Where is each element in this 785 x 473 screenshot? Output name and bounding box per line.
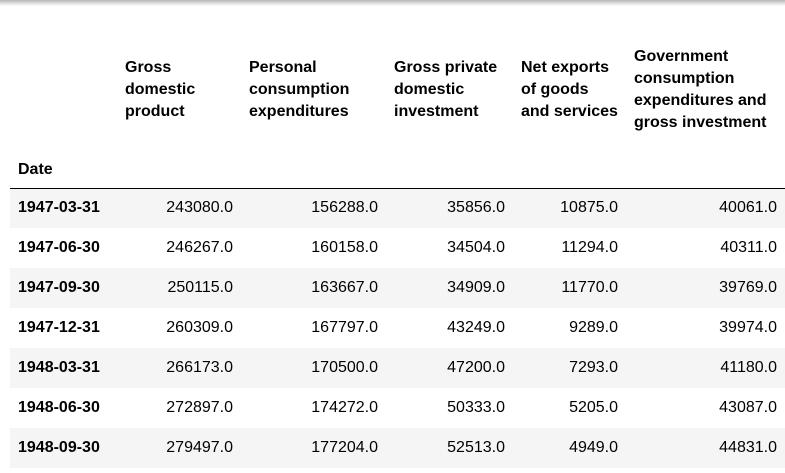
table-cell: 156288.0 [311, 199, 378, 217]
index-header-blank [513, 152, 626, 189]
corner-header-cell [10, 28, 117, 152]
table-cell: 44831.0 [719, 439, 777, 456]
row-index-date: 1947-12-31 [18, 319, 100, 336]
row-index-date: 1948-03-31 [18, 359, 100, 376]
table-cell: 250115.0 [167, 279, 233, 296]
column-header: Personal consumption expenditures [249, 59, 350, 120]
table-cell: 266173.0 [166, 359, 233, 376]
table-cell: 160158.0 [311, 239, 378, 256]
column-header: Government consumption expenditures and … [634, 48, 767, 131]
row-index-date: 1947-03-31 [18, 199, 100, 217]
table-cell: 11294.0 [561, 239, 618, 256]
column-header: Gross private domestic investment [394, 59, 498, 120]
table-cell: 10875.0 [560, 199, 618, 217]
table-cell: 34504.0 [447, 239, 505, 256]
table-row: 1947-06-30 246267.0 160158.0 34504.0 112… [10, 228, 785, 268]
table-cell: 9289.0 [569, 319, 618, 336]
index-header-blank [117, 152, 241, 189]
output-scroll-shadow [0, 0, 785, 6]
index-header-blank [386, 152, 513, 189]
table-cell: 174272.0 [311, 399, 378, 416]
table-cell: 260309.0 [166, 319, 233, 336]
row-index-date: 1948-06-30 [18, 399, 100, 416]
table-row: 1947-03-31 243080.0 156288.0 35856.0 108… [10, 188, 785, 228]
index-header-blank [626, 152, 785, 189]
dataframe-table: Gross domestic product Personal consumpt… [10, 28, 785, 468]
table-cell: 43087.0 [719, 399, 777, 416]
table-cell: 177204.0 [311, 439, 378, 456]
table-cell: 7293.0 [569, 359, 618, 376]
table-cell: 34909.0 [447, 279, 505, 296]
table-row: 1948-09-30 279497.0 177204.0 52513.0 494… [10, 428, 785, 468]
index-name-header: Date [10, 152, 117, 189]
table-cell: 35856.0 [447, 199, 505, 217]
table-cell: 50333.0 [447, 399, 505, 416]
table-row: 1947-09-30 250115.0 163667.0 34909.0 117… [10, 268, 785, 308]
table-cell: 5205.0 [569, 399, 618, 416]
index-header-row: Date [10, 152, 785, 189]
column-header: Net exports of goods and services [521, 59, 618, 120]
table-cell: 43249.0 [447, 319, 505, 336]
table-cell: 11770.0 [561, 279, 618, 296]
table-cell: 39769.0 [719, 279, 777, 296]
table-cell: 40061.0 [719, 199, 777, 217]
index-header-blank [241, 152, 386, 189]
table-cell: 279497.0 [166, 439, 233, 456]
table-cell: 39974.0 [719, 319, 777, 336]
table-body: 1947-03-31 243080.0 156288.0 35856.0 108… [10, 188, 785, 468]
row-index-date: 1948-09-30 [18, 439, 100, 456]
row-index-date: 1947-06-30 [18, 239, 100, 256]
table-cell: 170500.0 [311, 359, 378, 376]
table-row: 1948-03-31 266173.0 170500.0 47200.0 729… [10, 348, 785, 388]
table-row: 1948-06-30 272897.0 174272.0 50333.0 520… [10, 388, 785, 428]
table-cell: 47200.0 [447, 359, 505, 376]
table-cell: 272897.0 [166, 399, 233, 416]
table-cell: 52513.0 [447, 439, 505, 456]
table-cell: 167797.0 [311, 319, 378, 336]
column-header-row: Gross domestic product Personal consumpt… [10, 28, 785, 152]
table-row: 1947-12-31 260309.0 167797.0 43249.0 928… [10, 308, 785, 348]
table-cell: 4949.0 [569, 439, 618, 456]
table-cell: 163667.0 [311, 279, 378, 296]
table-cell: 40311.0 [720, 239, 777, 256]
table-cell: 246267.0 [166, 239, 233, 256]
row-index-date: 1947-09-30 [18, 279, 100, 296]
column-header: Gross domestic product [125, 59, 196, 120]
table-header: Gross domestic product Personal consumpt… [10, 28, 785, 189]
table-cell: 243080.0 [166, 199, 233, 217]
table-cell: 41180.0 [720, 359, 777, 376]
